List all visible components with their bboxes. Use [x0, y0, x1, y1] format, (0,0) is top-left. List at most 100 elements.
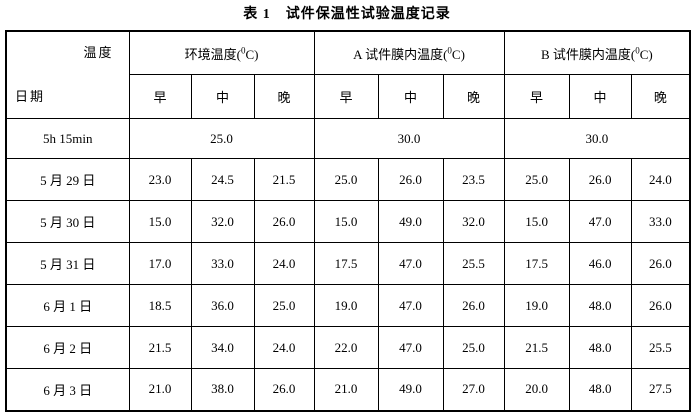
temp-cell: 21.0: [128, 368, 192, 411]
temp-cell: 20.0: [503, 368, 570, 411]
temp-cell: 25.5: [442, 242, 505, 285]
temp-cell: 23.0: [128, 158, 192, 201]
date-cell: 6 月 3 日: [5, 368, 130, 411]
temp-cell: 33.0: [190, 242, 255, 285]
corner-header-cell: 温度 日期: [5, 30, 130, 119]
table-row: 6 月 3 日 21.0 38.0 26.0 21.0 49.0 27.0 20…: [5, 368, 691, 411]
table-row: 6 月 2 日 21.5 34.0 24.0 22.0 47.0 25.0 21…: [5, 326, 691, 369]
temp-cell: 15.0: [128, 200, 192, 243]
subheader-evening: 晚: [630, 74, 691, 119]
temp-cell: 25.0: [253, 284, 315, 327]
temp-cell: 26.0: [253, 368, 315, 411]
group-header-specimen-b: B 试件膜内温度(0C): [503, 30, 691, 76]
date-cell: 6 月 2 日: [5, 326, 130, 369]
temp-cell: 17.5: [503, 242, 570, 285]
temp-cell: 26.0: [630, 242, 691, 285]
subheader-noon: 中: [568, 74, 632, 119]
table-row-baseline: 5h 15min 25.0 30.0 30.0: [5, 118, 691, 159]
temp-cell: 27.5: [630, 368, 691, 411]
temp-cell: 26.0: [377, 158, 444, 201]
temp-cell: 25.5: [630, 326, 691, 369]
temp-cell: 22.0: [313, 326, 379, 369]
temp-cell: 23.5: [442, 158, 505, 201]
temp-cell: 48.0: [568, 368, 632, 411]
temp-cell: 36.0: [190, 284, 255, 327]
corner-label-temperature: 温度: [83, 45, 114, 60]
temp-cell: 32.0: [190, 200, 255, 243]
subheader-morning: 早: [128, 74, 192, 119]
temp-cell: 21.5: [253, 158, 315, 201]
group-header-ambient: 环境温度(0C): [128, 30, 315, 76]
temp-cell: 47.0: [377, 326, 444, 369]
temp-cell: 48.0: [568, 326, 632, 369]
group-header-b-text: B 试件膜内温度(: [540, 46, 636, 62]
temp-cell: 26.0: [253, 200, 315, 243]
temp-cell: 38.0: [190, 368, 255, 411]
table-row: 6 月 1 日 18.5 36.0 25.0 19.0 47.0 26.0 19…: [5, 284, 691, 327]
table-row: 5 月 31 日 17.0 33.0 24.0 17.5 47.0 25.5 1…: [5, 242, 691, 285]
subheader-morning: 早: [503, 74, 570, 119]
temp-cell: 19.0: [313, 284, 379, 327]
temp-cell: 17.5: [313, 242, 379, 285]
temp-cell: 26.0: [630, 284, 691, 327]
temp-cell: 48.0: [568, 284, 632, 327]
group-header-specimen-a: A 试件膜内温度(0C): [313, 30, 505, 76]
degree-superscript: 0: [240, 45, 246, 56]
temp-cell: 18.5: [128, 284, 192, 327]
temperature-record-table: 温度 日期 环境温度(0C) A 试件膜内温度(0C) B 试件膜内温度(0C)…: [5, 30, 692, 412]
temp-cell: 24.0: [253, 326, 315, 369]
group-header-ambient-unit: C): [245, 46, 259, 62]
header-row-groups: 温度 日期 环境温度(0C) A 试件膜内温度(0C) B 试件膜内温度(0C): [5, 30, 691, 119]
group-header-b-unit: C): [639, 46, 653, 62]
temp-cell: 33.0: [630, 200, 691, 243]
temp-cell: 15.0: [313, 200, 379, 243]
group-header-a-unit: C): [451, 46, 465, 62]
temp-cell: 25.0: [503, 158, 570, 201]
temp-cell: 15.0: [503, 200, 570, 243]
temp-cell: 24.0: [630, 158, 691, 201]
row-label-cell: 5h 15min: [5, 118, 130, 159]
degree-superscript: 0: [447, 45, 452, 56]
group-header-a-text: A 试件膜内温度(: [353, 46, 448, 62]
temp-cell: 21.5: [503, 326, 570, 369]
temp-cell: 32.0: [442, 200, 505, 243]
temp-cell: 47.0: [377, 284, 444, 327]
corner-label-date: 日期: [15, 89, 46, 104]
table-row: 5 月 30 日 15.0 32.0 26.0 15.0 49.0 32.0 1…: [5, 200, 691, 243]
corner-header-inner: 温度 日期: [7, 32, 128, 118]
subheader-noon: 中: [190, 74, 255, 119]
temp-cell: 17.0: [128, 242, 192, 285]
temp-cell: 46.0: [568, 242, 632, 285]
temp-cell: 19.0: [503, 284, 570, 327]
subheader-evening: 晚: [253, 74, 315, 119]
temp-cell: 24.5: [190, 158, 255, 201]
degree-superscript: 0: [635, 45, 640, 56]
temp-cell: 49.0: [377, 200, 444, 243]
subheader-morning: 早: [313, 74, 379, 119]
temp-cell: 25.0: [442, 326, 505, 369]
temp-cell: 49.0: [377, 368, 444, 411]
temp-cell: 47.0: [377, 242, 444, 285]
merged-temp-cell-ambient: 25.0: [128, 118, 315, 159]
merged-temp-cell-b: 30.0: [503, 118, 691, 159]
temp-cell: 26.0: [442, 284, 505, 327]
temp-cell: 34.0: [190, 326, 255, 369]
subheader-evening: 晚: [442, 74, 505, 119]
header-row-subcolumns: 早 中 晚 早 中 晚 早 中 晚: [6, 74, 691, 119]
table-caption: 表 1 试件保温性试验温度记录: [243, 7, 451, 22]
date-cell: 5 月 31 日: [5, 242, 130, 285]
merged-temp-cell-a: 30.0: [313, 118, 505, 159]
temp-cell: 21.0: [313, 368, 379, 411]
temp-cell: 26.0: [568, 158, 632, 201]
date-cell: 5 月 29 日: [5, 158, 130, 201]
table-row: 5 月 29 日 23.0 24.5 21.5 25.0 26.0 23.5 2…: [5, 158, 691, 201]
temp-cell: 47.0: [568, 200, 632, 243]
subheader-noon: 中: [377, 74, 444, 119]
temp-cell: 21.5: [128, 326, 192, 369]
temp-cell: 25.0: [313, 158, 379, 201]
temp-cell: 27.0: [442, 368, 505, 411]
temp-cell: 24.0: [253, 242, 315, 285]
date-cell: 5 月 30 日: [5, 200, 130, 243]
group-header-ambient-text: 环境温度(: [184, 46, 241, 62]
